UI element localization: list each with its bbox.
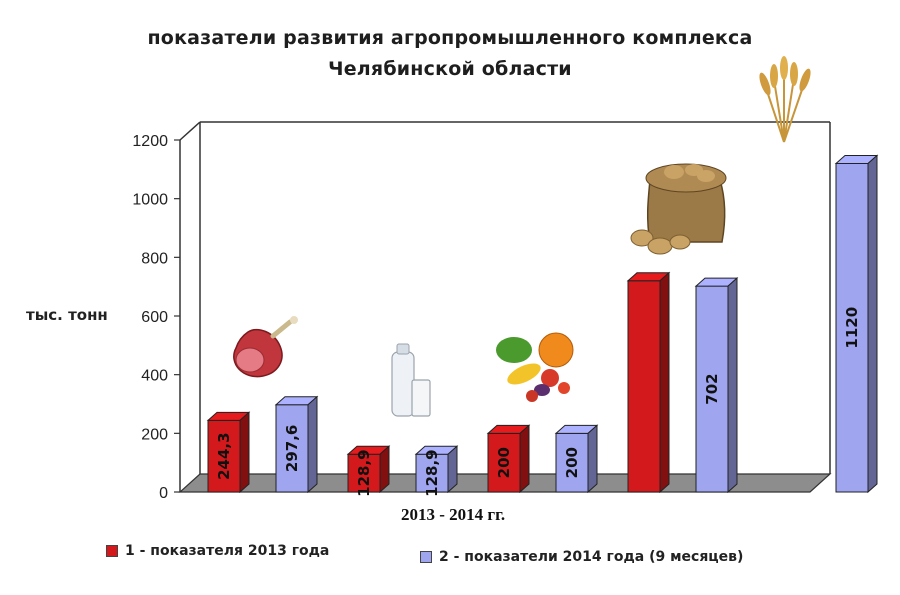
bar-2013-картофель <box>626 271 671 494</box>
y-tick-label: 200 <box>141 426 168 443</box>
legend-swatch-2013 <box>106 545 118 557</box>
bar-side <box>519 424 530 494</box>
bar-2013-молоко: 128,9 <box>346 445 391 497</box>
legend-item-2014: 2 - показатели 2014 года (9 месяцев) <box>420 549 743 565</box>
bar-side <box>867 154 878 494</box>
ham-icon <box>233 316 298 378</box>
bar-front <box>415 453 449 493</box>
bar-2013-овощи: 200 <box>486 424 531 494</box>
bar-2014-картофель: 702 <box>694 276 739 494</box>
bar-front <box>275 404 309 493</box>
bar-front <box>835 162 869 493</box>
bars: 244,3 297,6 128,9 128,9 200 200 702 1120 <box>206 154 879 497</box>
y-axis-label: тыс. тонн <box>26 306 108 324</box>
bar-2014-овощи: 200 <box>554 424 599 494</box>
x-axis-label: 2013 - 2014 гг. <box>401 505 506 524</box>
bar-value-label: 200 <box>563 447 581 478</box>
bar-front <box>347 453 381 493</box>
y-tick-label: 1200 <box>132 133 168 150</box>
bar-side <box>447 445 458 494</box>
bar-value-label: 244,3 <box>215 432 233 479</box>
bar-side <box>379 445 390 494</box>
bar-2014-мясо: 297,6 <box>274 395 319 494</box>
bar-side <box>727 276 738 494</box>
bar-value-label: 128,9 <box>355 449 373 496</box>
legend-swatch-2014 <box>420 551 432 563</box>
bar-front <box>627 280 661 493</box>
bar-2014-молоко: 128,9 <box>414 445 459 497</box>
milk-icon <box>391 343 431 417</box>
bar-value-label: 128,9 <box>423 449 441 496</box>
bar-value-label: 200 <box>495 447 513 478</box>
bar-value-label: 1120 <box>843 307 861 349</box>
y-tick-label: 0 <box>159 485 168 502</box>
chart-subtitle: Челябинской области <box>328 58 572 80</box>
chart-title: показатели развития агропромышленного ко… <box>147 27 753 49</box>
y-axis: 0 200 400 600 800 1000 1200 <box>132 133 180 502</box>
legend-item-2013: 1 - показателя 2013 года <box>106 543 329 559</box>
y-tick-label: 800 <box>141 250 168 267</box>
bar-side <box>587 424 598 494</box>
bar-front <box>207 419 241 493</box>
vegetables-icon <box>496 332 574 402</box>
bar-2013-мясо: 244,3 <box>206 411 251 494</box>
y-tick-label: 600 <box>141 309 168 326</box>
bar-2014-зерно: 1120 <box>834 154 879 494</box>
bar-side <box>659 271 670 494</box>
bar-front <box>487 432 521 493</box>
bar-value-label: 297,6 <box>283 425 301 472</box>
legend-label-2013: 1 - показателя 2013 года <box>125 543 330 559</box>
wheat-icon <box>759 56 811 143</box>
potato-sack-icon <box>630 163 727 255</box>
bar-value-label: 702 <box>703 373 721 404</box>
y-tick-label: 400 <box>141 368 168 385</box>
bar-side <box>307 395 318 494</box>
bar-side <box>239 411 250 494</box>
y-tick-label: 1000 <box>132 192 168 209</box>
legend-label-2014: 2 - показатели 2014 года (9 месяцев) <box>439 549 744 565</box>
